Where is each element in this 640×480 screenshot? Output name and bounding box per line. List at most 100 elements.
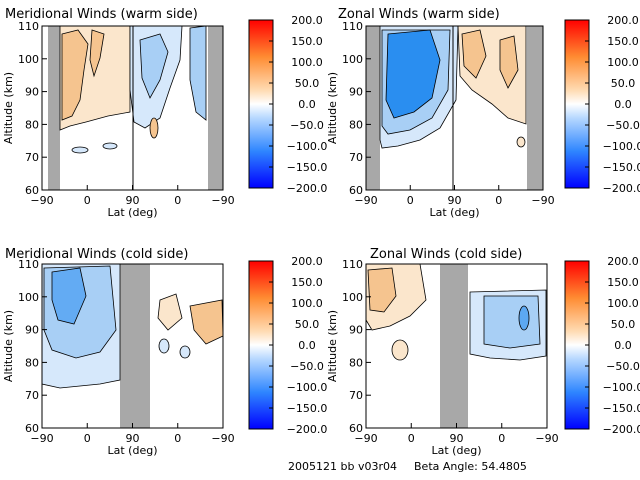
colorbar-tick-label: 100.0 [607,297,639,310]
x-tick-label: 0 [407,194,414,207]
colorbar: 200.0 150.0 100.0 50.0 0.0 −50.0 −100.0 −150.0 −… [248,14,328,195]
contour-negative-mid [483,295,541,349]
y-axis-label: Altitude (km) [326,72,339,144]
axes: 60 70 80 90 100 110 −90 0 90 0 −90 Lat (deg) Altitud… [2,258,235,457]
x-tick-label: 0 [174,432,181,445]
y-axis-label: Altitude (km) [326,310,339,382]
y-tick-label: 110 [18,20,39,33]
x-tick-label: −90 [30,194,53,207]
colorbar-tick-label: −200.0 [603,423,640,436]
x-tick-label: −90 [535,432,558,445]
contour-negative-mid [139,33,169,99]
y-tick-label: 70 [25,389,39,402]
x-axis-label: Lat (deg) [108,444,158,457]
colorbar-tick-label: 200.0 [291,14,323,27]
colorbar-tick-label: 50.0 [611,318,636,331]
x-tick-label: 0 [495,194,502,207]
y-tick-label: 90 [349,86,363,99]
x-tick-label: −90 [531,194,554,207]
panel-meridional-warm: Meridional Winds (warm side) 60 70 80 90 100… [2,7,235,219]
colorbar-tick-label: 100.0 [291,297,323,310]
x-tick-label: 0 [84,432,91,445]
colorbar-tick-label: −100.0 [603,381,640,394]
x-tick-label: 0 [498,432,505,445]
contour-negative-dark [385,29,441,119]
y-tick-label: 110 [342,258,363,271]
gap-band-left [48,26,60,190]
contour-cell [158,338,170,354]
axes: 60 70 80 90 100 110 −90 0 90 0 −90 Lat (deg) Altitud… [326,258,559,457]
colorbar-tick-label: −100.0 [287,140,328,153]
x-tick-label: 0 [408,432,415,445]
colorbar-tick-label: −50.0 [606,360,640,373]
gap-band [440,264,468,428]
contour-cell [516,136,526,148]
colorbar-tick-label: 0.0 [614,339,632,352]
y-tick-label: 90 [25,86,39,99]
y-tick-label: 110 [342,20,363,33]
panel-meridional-cold: Meridional Winds (cold side) 60 70 80 90 100… [2,247,235,457]
colorbar-tick-label: 200.0 [291,255,323,268]
plot-area [41,263,224,428]
colorbar-tick-label: −100.0 [603,140,640,153]
y-tick-label: 80 [25,356,39,369]
y-tick-label: 70 [25,151,39,164]
colorbar-tick-label: 100.0 [607,56,639,69]
y-tick-label: 90 [25,324,39,337]
y-tick-label: 70 [349,151,363,164]
colorbar-tick-label: 100.0 [291,56,323,69]
x-tick-label: −90 [211,194,234,207]
colorbar-tick-label: 0.0 [298,339,316,352]
gap-band-right [208,26,223,190]
colorbar-tick-label: 200.0 [607,255,639,268]
colorbar-tick-label: 200.0 [607,14,639,27]
contour-positive-mid-2 [499,35,519,89]
colorbar-tick-label: −150.0 [603,402,640,415]
colorbar-tick-label: −150.0 [603,161,640,174]
colorbar-tick-label: −150.0 [287,161,328,174]
x-tick-label: 90 [450,432,464,445]
y-tick-label: 80 [25,118,39,131]
axes: 60 70 80 90 100 110 −90 0 90 0 −90 Lat (deg) Altitud… [2,20,235,219]
colorbar-tick-label: 50.0 [611,77,636,90]
y-tick-label: 100 [18,53,39,66]
colorbar-tick-label: 50.0 [295,77,320,90]
x-tick-label: 0 [84,194,91,207]
contour-positive-mid [61,29,89,121]
x-axis-label: Lat (deg) [432,444,482,457]
footer-date-version: 2005121 bb v03r04 [288,460,397,473]
gap-band-right [527,26,543,190]
contour-positive-mid [189,299,224,345]
footer-beta-angle: Beta Angle: 54.4805 [414,460,527,473]
x-axis-label: Lat (deg) [430,206,480,219]
contour-cell [179,345,191,359]
contour-cell [391,339,409,361]
panel-title: Meridional Winds (cold side) [5,247,188,262]
gap-band [120,264,150,428]
y-tick-label: 100 [342,291,363,304]
y-tick-label: 60 [349,184,363,197]
colorbar-tick-label: 50.0 [295,318,320,331]
colorbar-tick-label: −50.0 [606,119,640,132]
colorbar-tick-label: −50.0 [290,360,324,373]
x-tick-label: 0 [174,194,181,207]
plot-area [365,263,547,428]
x-tick-label: 90 [448,194,462,207]
contour-positive-mid [367,267,397,313]
x-tick-label: 90 [126,194,140,207]
y-tick-label: 90 [349,324,363,337]
y-axis-label: Altitude (km) [2,310,15,382]
y-tick-label: 60 [25,184,39,197]
colorbar-tick-label: 150.0 [607,276,639,289]
contour-cell [102,142,118,150]
panel-title: Meridional Winds (warm side) [5,7,198,22]
x-tick-label: −90 [211,432,234,445]
contour-negative-dark [189,25,207,121]
gap-band-left [366,26,380,190]
y-tick-label: 100 [18,291,39,304]
colorbar-tick-label: 0.0 [298,98,316,111]
colorbar-tick-label: 150.0 [291,35,323,48]
y-tick-label: 60 [25,422,39,435]
colorbar: 200.0 150.0 100.0 50.0 0.0 −50.0 −100.0 −150.0 −… [564,14,640,195]
